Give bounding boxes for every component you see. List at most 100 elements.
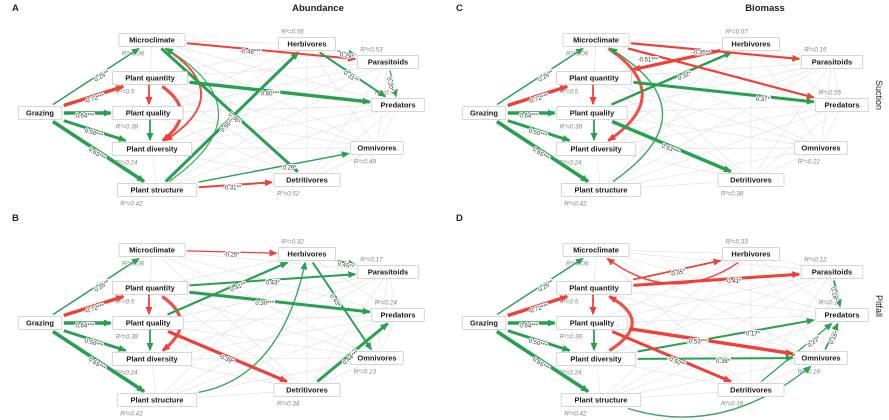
path-parasitoids-to-predators <box>389 70 398 98</box>
correlation-arc <box>608 295 634 352</box>
r2-label-plant_diversity: R²=0.24 <box>559 160 582 167</box>
path-coefficient-label: 0.22* <box>807 335 822 349</box>
path-coefficient-label: 0.50*** <box>528 128 548 140</box>
r2-label-plant_quality: R²=0.38 <box>560 334 583 341</box>
node-label-predators: Predators <box>380 311 415 320</box>
node-label-plant_quality: Plant quality <box>126 319 171 328</box>
node-label-herbivores: Herbivores <box>287 40 326 49</box>
path-grazing-to-plant_diversity <box>63 329 127 352</box>
background-link <box>147 322 378 359</box>
r2-label-parasitoids: R²=0.17 <box>360 257 383 264</box>
node-label-omnivores: Omnivores <box>801 144 840 153</box>
background-link <box>147 112 378 149</box>
node-box-parasitoids <box>800 55 864 69</box>
node-box-predators <box>815 98 869 112</box>
background-link <box>151 39 399 106</box>
node-label-plant_quality: Plant quality <box>126 109 171 118</box>
node-label-predators: Predators <box>824 311 859 320</box>
node-box-plant_quality <box>556 316 628 330</box>
node-box-microclimate <box>118 33 186 47</box>
r2-label-microclimate: R²=0.06 <box>566 261 589 268</box>
r2-label-predators: R²=0.92 <box>375 90 398 97</box>
path-coefficient-label: 0.20* <box>385 77 394 93</box>
path-coefficient-label: -0.31** <box>223 186 242 192</box>
path-coefficient-label: -0.51*** <box>638 58 659 64</box>
path-herbivores-to-plant_quantity <box>632 49 721 72</box>
node-label-omnivores: Omnivores <box>801 354 840 363</box>
path-coefficient-label: -0.41* <box>725 279 742 285</box>
node-label-detritivores: Detritivores <box>286 386 328 395</box>
background-link <box>149 287 308 391</box>
panel-a: Grazing Microclimate R²=0.06 Plant quantity… <box>17 29 425 208</box>
node-box-herbivores <box>278 37 336 51</box>
panel-b: Grazing Microclimate R²=0.06 Plant quantity… <box>17 239 425 418</box>
node-box-microclimate <box>562 243 630 257</box>
path-plant_quality-to-herbivores <box>167 261 289 316</box>
path-coefficient-label: 0.50*** <box>84 338 104 350</box>
path-omnivores-to-predators <box>824 322 839 350</box>
path-coefficient-label: 0.29* <box>283 165 298 171</box>
node-label-herbivores: Herbivores <box>731 250 770 259</box>
path-coefficient-label: -0.35* <box>669 269 687 278</box>
node-box-predators <box>815 308 869 322</box>
path-coefficient-label: 0.60*** <box>261 92 280 98</box>
background-link <box>376 314 399 359</box>
background-link <box>147 271 389 324</box>
background-link <box>147 104 399 114</box>
background-link <box>750 43 822 149</box>
r2-label-microclimate: R²=0.06 <box>566 51 589 58</box>
path-plant_quantity-to-parasitoids <box>189 271 357 287</box>
node-box-herbivores <box>722 37 780 51</box>
node-label-detritivores: Detritivores <box>730 386 772 395</box>
node-box-plant_structure <box>560 393 642 407</box>
background-link <box>151 253 308 360</box>
background-link <box>306 43 378 149</box>
path-plant_quantity-to-predators <box>189 80 371 105</box>
panel-d: Grazing Microclimate R²=0.06 Plant quantity… <box>461 239 869 418</box>
background-link <box>595 249 843 316</box>
node-label-plant_diversity: Plant diversity <box>570 145 622 154</box>
r2-label-plant_diversity: R²=0.24 <box>115 370 138 377</box>
background-link <box>591 104 843 114</box>
correlation-arc <box>607 47 644 142</box>
path-coefficient-label: 0.45** <box>337 261 355 271</box>
r2-label-omnivores: R²=0.13 <box>354 369 377 376</box>
node-box-microclimate <box>562 33 630 47</box>
background-link <box>750 61 833 181</box>
node-box-omnivores <box>794 141 848 155</box>
path-coefficient-label: -0.25* <box>224 253 241 259</box>
background-link <box>149 77 378 149</box>
background-link <box>593 77 752 181</box>
node-label-grazing: Grazing <box>470 109 498 118</box>
path-plant_quality-to-detritivores <box>167 330 288 383</box>
background-link <box>595 39 752 181</box>
path-coefficient-label: -0.48*** <box>240 50 261 56</box>
background-link <box>595 61 833 150</box>
background-link <box>595 249 822 359</box>
r2-label-herbivores: R²=0.32 <box>282 239 305 246</box>
path-coefficient-label: 0.64*** <box>76 324 95 330</box>
r2-label-herbivores: R²=0.33 <box>726 239 749 246</box>
node-box-plant_quality <box>112 106 184 120</box>
path-grazing-to-plant_quantity <box>63 84 125 108</box>
path-coefficient-label: 0.29* <box>339 52 355 61</box>
path-herbivores-to-predators <box>319 51 387 98</box>
background-link <box>591 253 752 324</box>
r2-label-detritivores: R²=0.18 <box>721 401 744 408</box>
path-plant_quantity-to-predators <box>633 80 815 105</box>
background-link <box>595 104 843 150</box>
background-link <box>591 112 822 149</box>
node-label-plant_structure: Plant structure <box>131 186 184 195</box>
node-label-detritivores: Detritivores <box>730 176 772 185</box>
node-box-parasitoids <box>800 265 864 279</box>
background-link <box>595 271 833 360</box>
r2-label-plant_structure: R²=0.42 <box>120 411 143 418</box>
node-box-omnivores <box>350 141 404 155</box>
node-box-herbivores <box>722 247 780 261</box>
background-link <box>147 43 308 114</box>
node-box-grazing <box>17 106 63 120</box>
node-box-plant_quantity <box>112 281 188 295</box>
background-link <box>595 39 822 149</box>
node-label-grazing: Grazing <box>26 109 54 118</box>
